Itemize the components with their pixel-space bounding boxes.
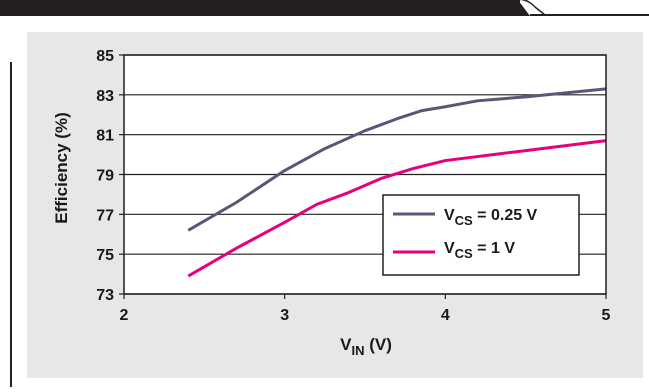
legend: VCS = 0.25 V VCS = 1 V [382,194,580,276]
series-line-vcs-1v [187,139,607,278]
legend-label-vcs-025: VCS = 0.25 V [444,207,538,228]
legend-label-vcs-1: VCS = 1 V [444,240,515,261]
series-line-vcs-0.25v [187,87,607,232]
x-tick-label-3: 3 [280,307,289,324]
x-tick-label-4: 4 [441,307,450,324]
x-axis-title-main: V [340,335,352,354]
y-tick-label-73: 73 [96,287,114,304]
x-axis-title: VIN (V) [340,335,392,358]
x-axis-title-sub: IN [351,343,364,358]
header-banner-line [530,14,649,16]
header-banner-corner [518,0,530,16]
x-axis-title-unit: (V) [364,335,391,354]
left-border-line [10,62,12,387]
y-tick-label-85: 85 [96,48,114,65]
y-axis-title: Efficiency (%) [52,112,71,223]
x-tick-label-5: 5 [602,307,611,324]
y-tick-label-81: 81 [96,128,114,145]
x-tick-label-2: 2 [120,307,129,324]
y-tick-label-83: 83 [96,88,114,105]
y-tick-label-79: 79 [96,168,114,185]
header-banner-body [0,0,520,16]
y-tick-label-77: 77 [96,207,114,224]
tick-labels: 73 75 77 79 81 83 85 2 3 4 5 [96,48,610,324]
series-lines [187,87,607,278]
legend-box [382,194,580,276]
y-tick-label-75: 75 [96,247,114,264]
